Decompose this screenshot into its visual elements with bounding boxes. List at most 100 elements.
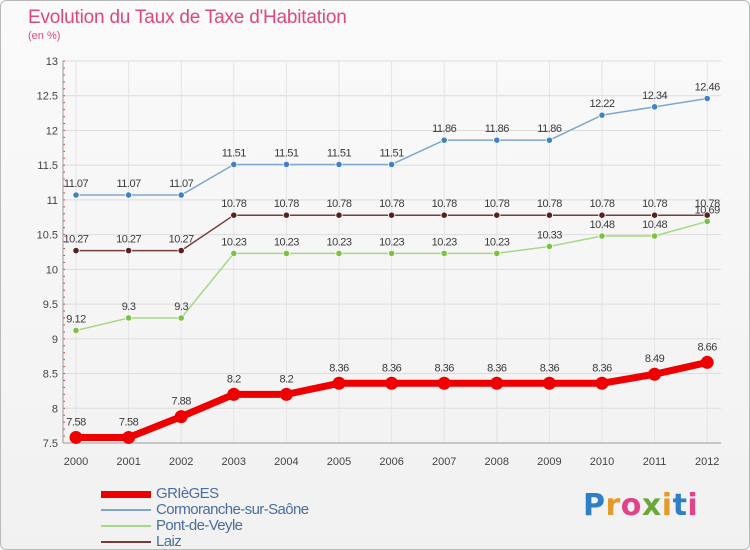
data-point: [595, 376, 609, 390]
data-label: 10.23: [432, 236, 457, 248]
data-point: [385, 376, 399, 390]
proxiti-logo: Proxiti: [583, 488, 698, 523]
data-point: [440, 136, 448, 144]
data-point: [493, 211, 501, 219]
data-point: [125, 191, 133, 199]
data-point: [122, 430, 136, 444]
x-tick-label: 2001: [116, 456, 140, 468]
data-point: [703, 94, 711, 103]
y-tick-label: 10.5: [37, 230, 58, 242]
data-label: 11.86: [432, 123, 457, 135]
data-point: [125, 247, 133, 255]
x-tick-label: 2006: [379, 456, 403, 468]
legend-label: Laiz: [156, 533, 182, 550]
data-label: 10.48: [589, 219, 614, 231]
data-point: [335, 249, 343, 257]
logo-letter: o: [620, 488, 642, 523]
data-label: 8.36: [487, 362, 507, 374]
logo-letter: i: [661, 488, 673, 523]
logo-letter: i: [687, 488, 699, 523]
data-label: 10.78: [537, 198, 562, 210]
data-label: 11.51: [222, 147, 247, 159]
y-tick-label: 9.5: [43, 299, 58, 311]
y-tick-label: 7.5: [43, 438, 58, 450]
data-label: 10.78: [326, 198, 351, 210]
data-label: 8.36: [540, 362, 560, 374]
data-point: [230, 211, 238, 219]
data-point: [490, 376, 504, 390]
x-tick-label: 2000: [64, 456, 88, 468]
data-label: 8.36: [382, 362, 402, 374]
data-label: 10.27: [116, 234, 141, 246]
data-point: [279, 387, 293, 401]
data-label: 12.46: [695, 82, 720, 94]
data-point: [332, 376, 346, 390]
data-point: [177, 314, 185, 322]
data-label: 9.12: [66, 313, 86, 325]
logo-letter: P: [583, 488, 606, 523]
legend-label: GRIèGES: [156, 485, 219, 502]
data-point: [125, 314, 133, 322]
logo-letter: t: [672, 488, 688, 523]
data-point: [335, 211, 343, 219]
data-label: 8.2: [280, 373, 294, 385]
data-point: [437, 376, 451, 390]
data-label: 11.86: [485, 123, 510, 135]
data-label: 10.27: [169, 234, 194, 246]
data-point: [598, 232, 606, 240]
y-tick-label: 9: [52, 334, 58, 346]
legend-swatch: [101, 491, 151, 498]
data-label: 8.2: [227, 373, 241, 385]
x-tick-label: 2011: [643, 456, 667, 468]
data-point: [542, 376, 556, 390]
data-label: 11.51: [327, 147, 352, 159]
y-tick-label: 12.5: [37, 91, 58, 103]
data-label: 10.27: [63, 234, 88, 246]
data-label: 11.51: [379, 147, 404, 159]
data-label: 10.78: [695, 198, 720, 210]
data-label: 9.3: [122, 301, 136, 313]
data-label: 11.51: [274, 147, 299, 159]
data-point: [598, 211, 606, 219]
data-label: 11.07: [116, 178, 141, 190]
data-point: [227, 387, 241, 401]
data-label: 11.07: [169, 178, 194, 190]
data-point: [700, 355, 714, 369]
data-label: 10.78: [589, 198, 614, 210]
y-tick-label: 12: [46, 125, 58, 137]
y-tick-label: 11.5: [37, 160, 58, 172]
x-tick-label: 2003: [222, 456, 246, 468]
data-point: [387, 160, 396, 169]
data-point: [650, 232, 659, 240]
data-label: 10.69: [695, 204, 720, 216]
data-label: 10.78: [432, 198, 457, 210]
data-label: 8.66: [697, 341, 717, 353]
data-label: 10.48: [642, 219, 667, 231]
data-label: 12.34: [642, 90, 667, 102]
data-point: [440, 249, 448, 257]
data-point: [545, 136, 554, 144]
data-point: [493, 136, 501, 144]
data-point: [282, 211, 290, 219]
data-label: 10.78: [221, 198, 246, 210]
legend-swatch: [101, 541, 151, 543]
data-point: [230, 249, 238, 257]
logo-letter: x: [641, 488, 662, 523]
x-tick-label: 2008: [485, 456, 509, 468]
y-tick-label: 8: [52, 403, 58, 415]
data-point: [648, 367, 662, 381]
data-point: [177, 247, 185, 255]
data-label: 10.23: [274, 236, 299, 248]
x-tick-label: 2004: [274, 456, 298, 468]
legend-label: Cormoranche-sur-Saône: [156, 501, 309, 518]
legend-label: Pont-de-Veyle: [156, 517, 243, 534]
data-label: 8.49: [645, 353, 665, 365]
data-point: [650, 211, 659, 219]
data-point: [387, 249, 396, 257]
x-tick-label: 2012: [695, 456, 719, 468]
data-point: [650, 103, 659, 111]
data-point: [703, 217, 711, 226]
data-point: [545, 242, 554, 251]
